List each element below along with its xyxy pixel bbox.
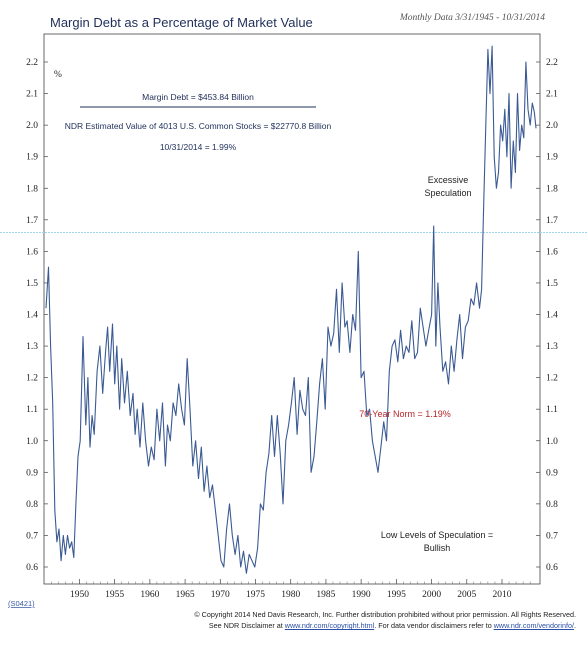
plot-frame	[43, 33, 541, 585]
current-value-text: 10/31/2014 = 1.99%	[160, 142, 237, 152]
chart-title: Margin Debt as a Percentage of Market Va…	[50, 15, 313, 30]
low-speculation-label-1: Low Levels of Speculation =	[381, 530, 493, 540]
vendorinfo-link[interactable]: www.ndr.com/vendorinfo/	[493, 621, 574, 630]
chart-code-link[interactable]: (S0421)	[8, 599, 35, 608]
x-tick-label: 1990	[352, 590, 371, 600]
norm-label: 70-Year Norm = 1.19%	[359, 409, 450, 419]
x-tick-label: 2000	[422, 590, 441, 600]
y-tick-label-left: 1.6	[26, 247, 38, 257]
disclaimer-middle: . For data vendor disclaimers refer to	[374, 621, 494, 630]
x-tick-label: 1975	[246, 590, 265, 600]
x-tick-label: 1950	[70, 590, 89, 600]
disclaimer-footer: See NDR Disclaimer at www.ndr.com/copyri…	[209, 621, 576, 630]
series-layer	[45, 45, 537, 574]
x-tick-label: 1985	[316, 590, 335, 600]
y-tick-label-right: 0.9	[546, 468, 558, 478]
y-tick-label-right: 1.0	[546, 437, 558, 447]
disclaimer-prefix: See NDR Disclaimer at	[208, 621, 285, 630]
y-tick-label-right: 0.8	[546, 500, 558, 510]
margin-debt-series-line	[45, 45, 537, 574]
y-tick-label-left: 1.2	[26, 374, 38, 384]
y-tick-label-right: 1.9	[546, 153, 558, 163]
x-tick-label: 1955	[105, 590, 124, 600]
x-tick-label: 1970	[211, 590, 230, 600]
y-tick-label-right: 1.5	[546, 279, 558, 289]
margin-debt-value: Margin Debt = $453.84 Billion	[142, 92, 254, 102]
y-tick-label-left: 1.5	[26, 279, 38, 289]
y-tick-label-right: 2.2	[546, 58, 558, 68]
market-value-text: NDR Estimated Value of 4013 U.S. Common …	[65, 121, 332, 131]
y-tick-label-left: 1.4	[26, 311, 38, 321]
y-tick-label-left: 1.7	[26, 216, 38, 226]
low-speculation-label-2: Bullish	[424, 543, 451, 553]
y-tick-label-left: 1.8	[26, 184, 38, 194]
copyright-link[interactable]: www.ndr.com/copyright.html	[284, 621, 375, 630]
tick-layer: 0.6 0.6 0.7 0.7 0.8 0.8 0.9 0.9 1.0 1.0 1.1 1.1 1.2 1…	[26, 58, 558, 600]
y-tick-label-right: 1.3	[546, 342, 558, 352]
y-tick-label-left: 1.9	[26, 153, 38, 163]
y-tick-label-left: 2.1	[26, 90, 38, 100]
y-tick-label-left: 1.3	[26, 342, 38, 352]
y-tick-label-right: 2.0	[546, 121, 558, 131]
y-tick-label-right: 1.6	[546, 247, 558, 257]
x-tick-label: 2010	[492, 590, 511, 600]
x-tick-label: 1965	[176, 590, 195, 600]
y-tick-label-right: 1.7	[546, 216, 558, 226]
y-tick-label-right: 0.7	[546, 531, 558, 541]
y-tick-label-left: 2.0	[26, 121, 38, 131]
x-tick-label: 2005	[457, 590, 476, 600]
y-tick-label-right: 1.2	[546, 374, 558, 384]
x-tick-label: 1960	[140, 590, 159, 600]
y-tick-label-left: 0.8	[26, 500, 38, 510]
y-tick-label-right: 1.1	[546, 405, 558, 415]
y-tick-label-right: 2.1	[546, 90, 558, 100]
y-tick-label-left: 1.0	[26, 437, 38, 447]
copyright-footer: © Copyright 2014 Ned Davis Research, Inc…	[194, 610, 576, 619]
excessive-label-2: Speculation	[424, 188, 471, 198]
disclaimer-suffix: .	[574, 621, 576, 630]
y-tick-label-right: 1.8	[546, 184, 558, 194]
unit-label: %	[54, 70, 62, 80]
x-tick-label: 1995	[387, 590, 406, 600]
y-tick-label-left: 1.1	[26, 405, 38, 415]
y-tick-label-left: 0.7	[26, 531, 38, 541]
chart-subtitle: Monthly Data 3/31/1945 - 10/31/2014	[399, 13, 545, 23]
y-tick-label-left: 2.2	[26, 58, 38, 68]
y-tick-label-right: 1.4	[546, 311, 558, 321]
y-tick-label-right: 0.6	[546, 563, 558, 573]
y-tick-label-left: 0.6	[26, 563, 38, 573]
y-tick-label-left: 0.9	[26, 468, 38, 478]
x-tick-label: 1980	[281, 590, 300, 600]
excessive-label-1: Excessive	[428, 175, 469, 185]
